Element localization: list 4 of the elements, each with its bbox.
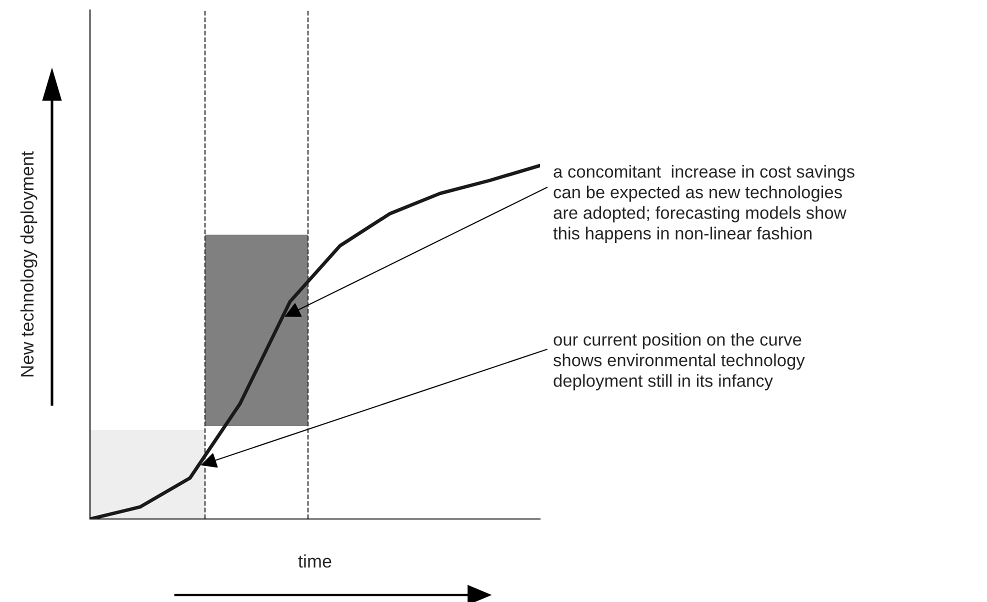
x-axis-title: time [298, 554, 332, 568]
text: a concomitant increase in cost savings can be expected as new technologies are adopted; forecasting models show this happens in non-linear fashion [553, 165, 854, 243]
text: our current position on the curve shows environmental technology deployment still in its infancy [553, 333, 805, 390]
y-axis-title: New technology deployment [20, 151, 38, 376]
